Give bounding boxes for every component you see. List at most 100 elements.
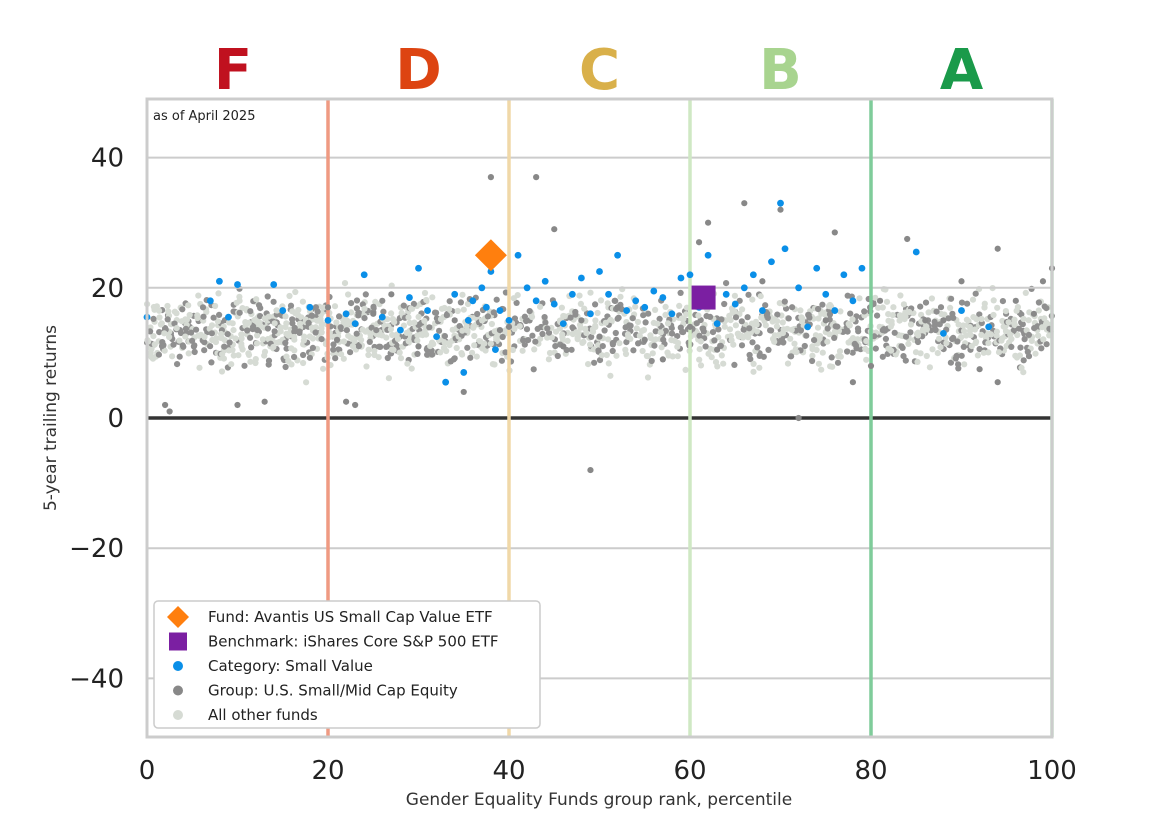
other-fund-point (196, 364, 203, 371)
group-fund-point (609, 347, 616, 355)
other-fund-point (300, 337, 307, 344)
group-fund-point (777, 206, 784, 213)
other-fund-point (574, 329, 581, 336)
group-fund-point (467, 354, 474, 361)
group-fund-point (872, 345, 879, 352)
category-fund-point (912, 248, 920, 256)
group-fund-point (867, 362, 875, 370)
category-fund-point (632, 297, 640, 305)
other-fund-point (516, 323, 523, 330)
other-fund-point (259, 336, 266, 343)
other-fund-point (289, 308, 296, 315)
group-fund-point (660, 336, 667, 343)
other-fund-point (156, 314, 163, 321)
other-fund-point (862, 345, 869, 352)
group-fund-point (247, 334, 254, 341)
other-fund-point (636, 332, 643, 339)
group-fund-point (400, 302, 407, 309)
group-fund-point (176, 353, 183, 360)
group-fund-point (659, 356, 666, 363)
group-fund-point (174, 361, 181, 368)
group-fund-point (849, 349, 856, 356)
group-fund-point (601, 327, 608, 334)
category-fund-point (460, 369, 468, 376)
group-fund-point (958, 278, 965, 285)
other-fund-point (236, 293, 243, 300)
group-fund-point (1039, 278, 1047, 285)
other-fund-point (1013, 307, 1020, 314)
group-fund-point (456, 323, 463, 330)
group-fund-point (695, 239, 703, 246)
group-fund-point (433, 309, 440, 316)
other-fund-point (214, 318, 221, 325)
other-fund-point (408, 305, 415, 312)
other-fund-point (387, 326, 394, 333)
other-fund-point (814, 324, 822, 331)
group-fund-point (788, 353, 795, 360)
other-fund-point (253, 340, 261, 347)
other-fund-point (230, 327, 237, 334)
group-fund-point (343, 327, 350, 334)
group-fund-point (754, 344, 761, 351)
category-fund-point (505, 316, 513, 324)
group-fund-point (851, 340, 858, 347)
other-fund-point (379, 332, 386, 339)
group-fund-point (1031, 325, 1038, 332)
group-fund-point (236, 309, 243, 316)
group-fund-point (460, 388, 467, 396)
other-fund-point (644, 374, 652, 381)
group-fund-point (1010, 327, 1018, 334)
group-fund-point (640, 312, 647, 319)
group-fund-point (164, 316, 171, 323)
other-fund-point (695, 312, 702, 319)
legend-label: Group: U.S. Small/Mid Cap Equity (208, 682, 458, 700)
other-fund-point (545, 356, 553, 363)
category-fund-point (442, 378, 450, 386)
other-fund-point (674, 353, 681, 360)
group-fund-point (696, 332, 703, 339)
other-fund-point (477, 338, 484, 345)
group-fund-point (250, 323, 257, 330)
group-fund-point (741, 200, 748, 207)
other-fund-point (440, 344, 448, 351)
other-fund-point (320, 365, 327, 372)
other-fund-point (836, 348, 844, 355)
other-fund-point (875, 304, 882, 311)
group-fund-point (592, 301, 599, 308)
other-fund-point (183, 316, 190, 323)
group-fund-point (525, 337, 532, 344)
group-fund-point (156, 329, 163, 336)
group-fund-point (780, 339, 787, 346)
other-fund-point (283, 320, 290, 327)
category-fund-point (777, 199, 784, 207)
other-fund-point (915, 332, 922, 339)
group-fund-point (718, 316, 725, 323)
group-fund-point (330, 341, 337, 348)
group-fund-point (216, 311, 223, 318)
other-fund-point (727, 317, 734, 324)
group-fund-point (388, 291, 395, 298)
group-fund-point (201, 339, 208, 346)
other-fund-point (558, 304, 566, 311)
group-fund-point (954, 338, 961, 345)
group-fund-point (947, 359, 955, 366)
group-fund-point (861, 308, 868, 315)
group-fund-point (844, 348, 851, 355)
other-fund-point (587, 341, 594, 348)
category-fund-point (677, 274, 685, 282)
other-fund-point (585, 361, 592, 368)
group-fund-point (155, 351, 162, 358)
other-fund-point (390, 346, 397, 353)
other-fund-point (897, 292, 904, 299)
other-fund-point (306, 333, 313, 340)
other-fund-point (544, 334, 551, 341)
group-fund-point (740, 326, 747, 333)
other-fund-point (718, 352, 725, 359)
other-fund-point (604, 300, 611, 307)
other-fund-point (597, 297, 605, 304)
other-fund-point (569, 331, 577, 338)
group-fund-point (336, 313, 343, 320)
category-fund-point (749, 271, 757, 279)
category-fund-point (659, 294, 667, 301)
group-fund-point (487, 174, 494, 181)
